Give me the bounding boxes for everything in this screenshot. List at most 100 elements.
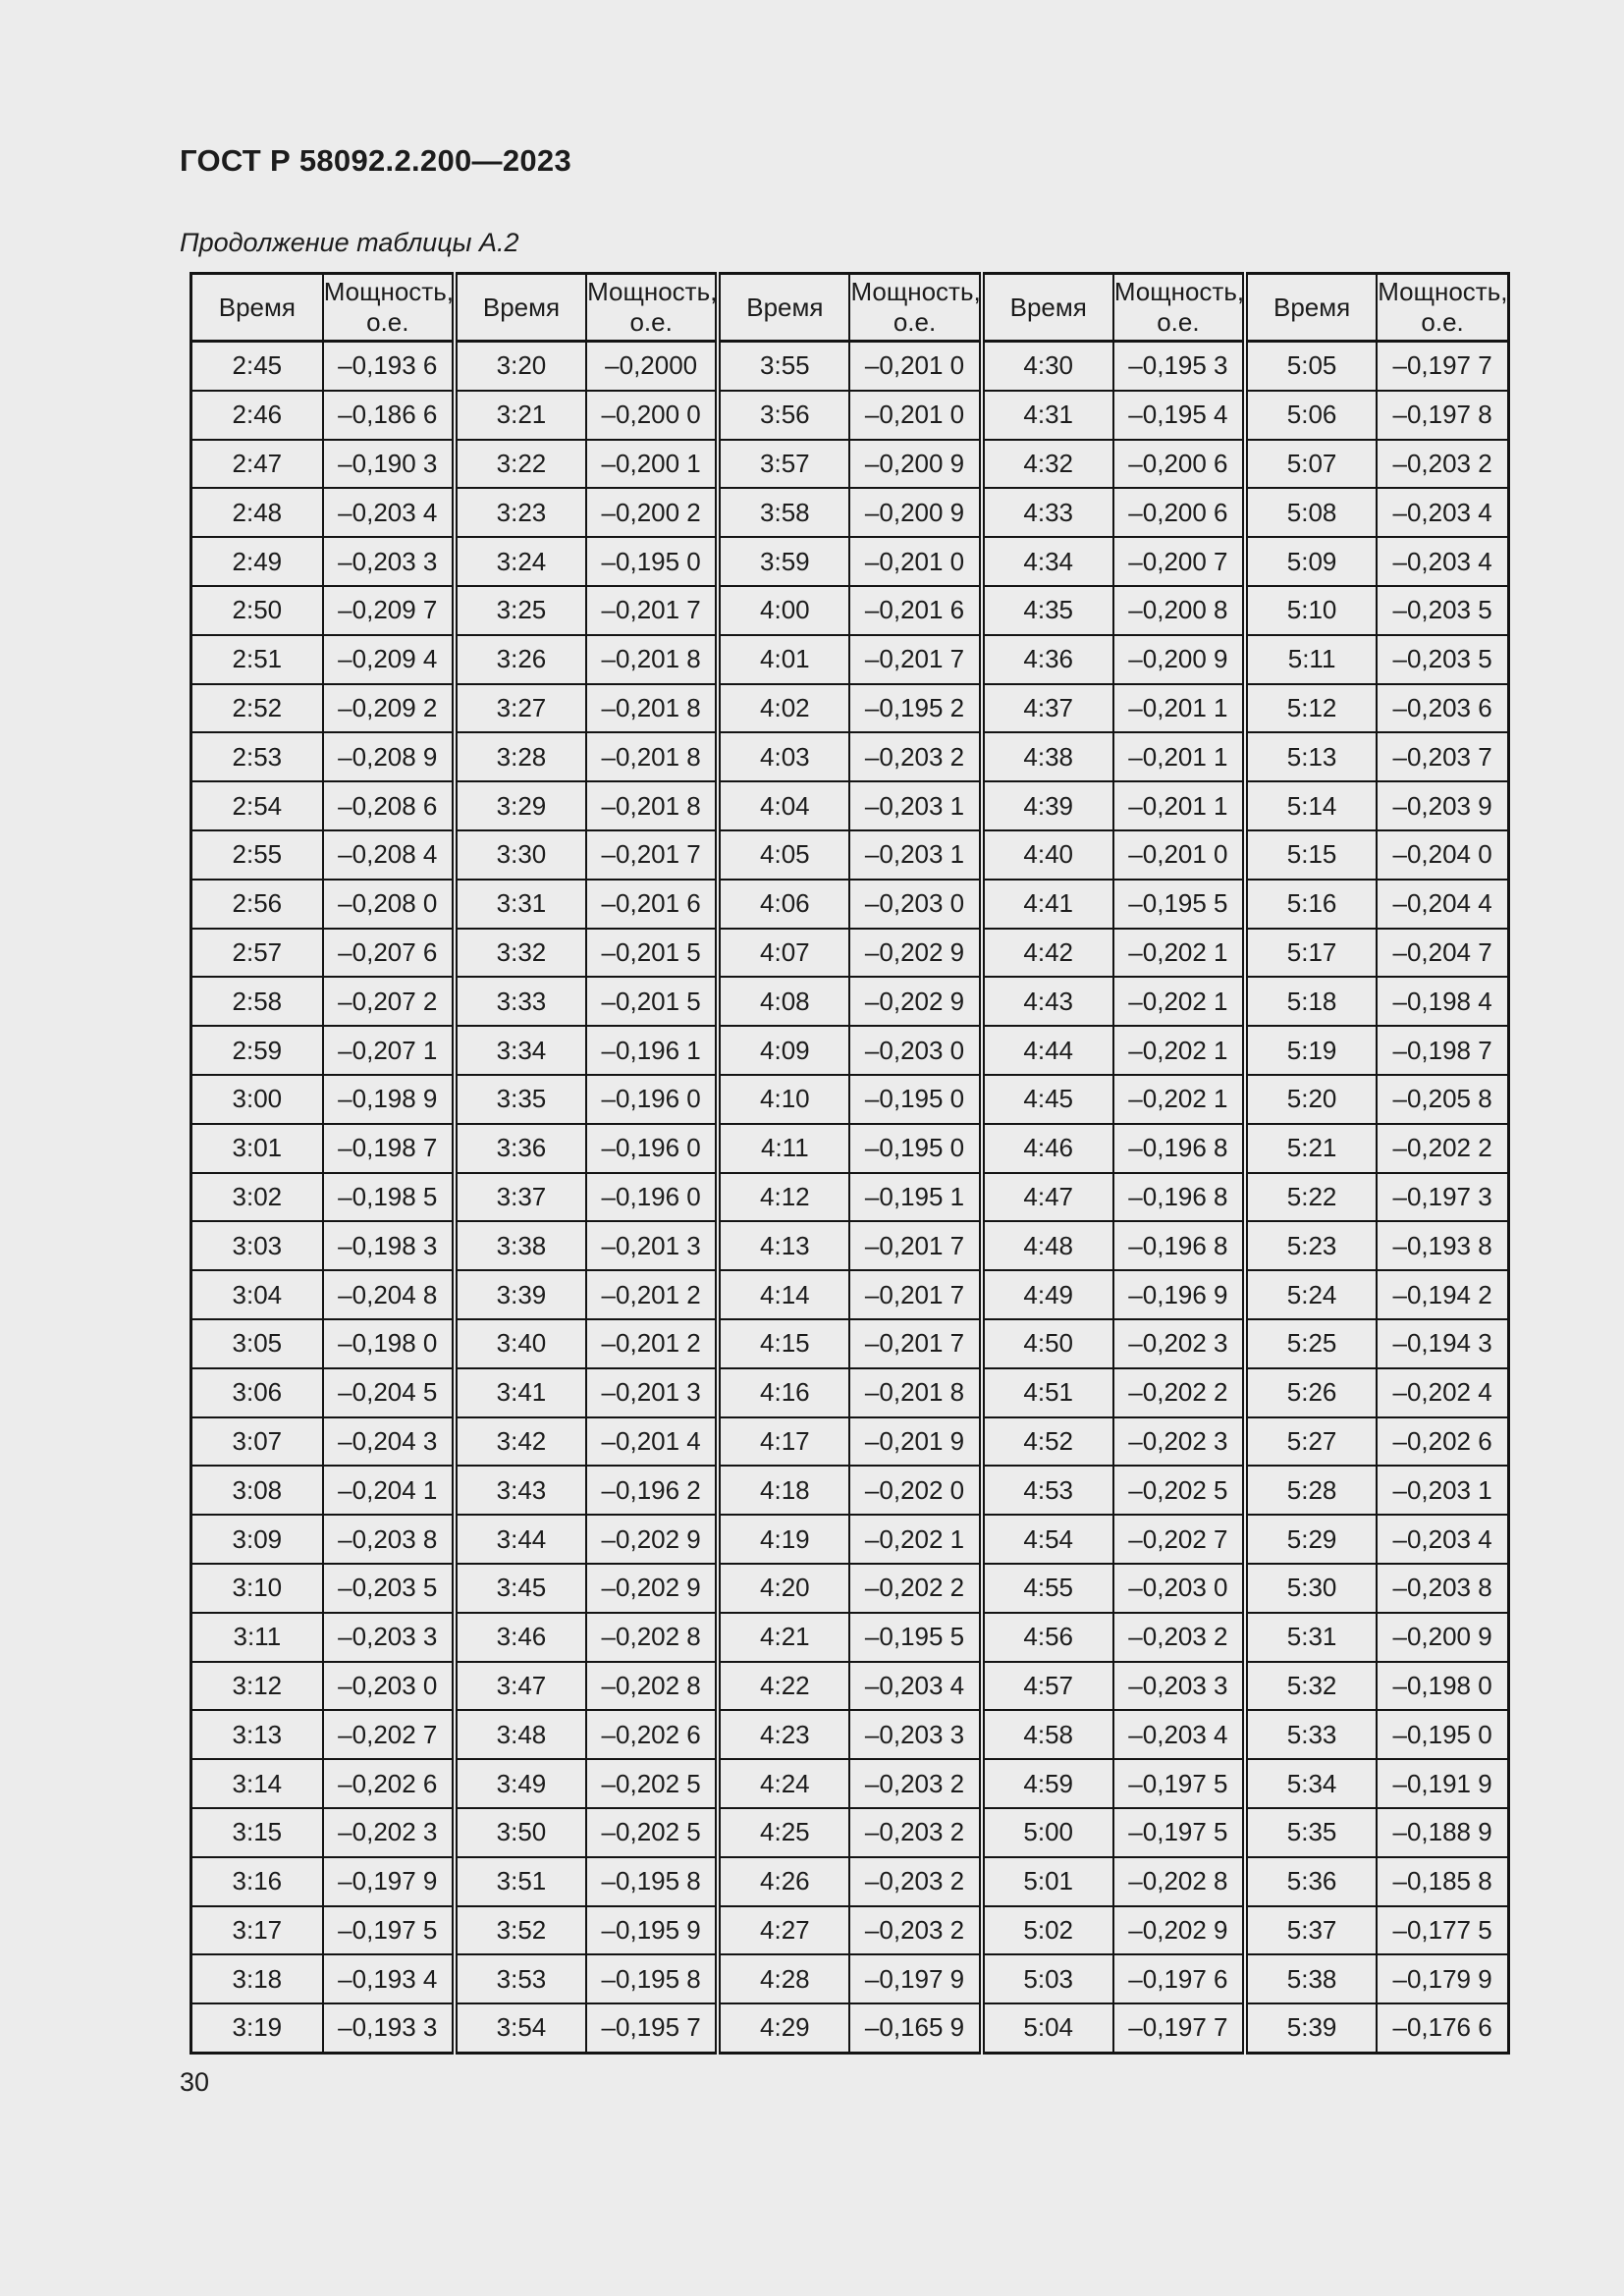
time-cell: 4:26 [715,1855,851,1907]
power-cell: –0,197 8 [1376,389,1510,441]
time-cell: 3:29 [451,780,588,831]
power-cell: –0,195 0 [848,1073,983,1125]
power-cell: –0,201 0 [1111,828,1247,881]
time-cell: 5:01 [978,1855,1114,1907]
column-header-power: Мощность, о.е. [1376,272,1510,343]
time-cell: 5:21 [1241,1122,1379,1174]
power-cell: –0,186 6 [321,389,456,441]
power-cell: –0,202 9 [585,1514,720,1565]
time-cell: 2:53 [189,731,324,783]
time-cell: 3:17 [189,1904,324,1956]
power-cell: –0,203 1 [848,780,983,831]
power-cell: –0,201 7 [848,633,983,685]
power-cell: –0,2000 [585,340,720,392]
power-cell: –0,203 4 [321,487,456,539]
time-cell: 3:35 [451,1073,588,1125]
time-cell: 3:54 [451,2002,588,2055]
power-cell: –0,198 5 [321,1171,456,1223]
table-row: 2:51 –0,209 4 3:26 –0,201 8 4:01 –0,201 7 4:36… [189,633,1510,685]
column-header-time: Время [1241,272,1379,343]
power-cell: –0,202 9 [848,976,983,1028]
table-row: 3:08 –0,204 1 3:43 –0,196 2 4:18 –0,202 0 4:53… [189,1465,1510,1517]
time-cell: 3:38 [451,1220,588,1272]
power-cell: –0,201 8 [585,731,720,783]
power-cell: –0,198 7 [321,1122,456,1174]
time-cell: 4:48 [978,1220,1114,1272]
power-cell: –0,203 2 [1111,1611,1247,1663]
power-cell: –0,202 6 [1376,1415,1510,1468]
time-cell: 4:53 [978,1465,1114,1517]
time-cell: 3:59 [715,536,851,587]
time-cell: 3:58 [715,487,851,539]
table-row: 2:50 –0,209 7 3:25 –0,201 7 4:00 –0,201 6 4:35… [189,584,1510,636]
power-cell: –0,195 0 [848,1122,983,1174]
power-cell: –0,203 3 [321,1611,456,1663]
power-cell: –0,200 2 [585,487,720,539]
power-cell: –0,203 4 [848,1660,983,1712]
power-cell: –0,204 4 [1376,878,1510,930]
time-cell: 3:18 [189,1953,324,2005]
time-cell: 3:26 [451,633,588,685]
power-cell: –0,201 8 [585,780,720,831]
time-cell: 3:41 [451,1366,588,1418]
time-cell: 3:52 [451,1904,588,1956]
power-cell: –0,195 5 [848,1611,983,1663]
power-cell: –0,208 6 [321,780,456,831]
time-cell: 3:04 [189,1269,324,1320]
time-cell: 5:25 [1241,1317,1379,1369]
power-cell: –0,201 0 [848,340,983,392]
power-cell: –0,195 7 [585,2002,720,2055]
time-cell: 5:35 [1241,1806,1379,1858]
power-cell: –0,203 0 [321,1660,456,1712]
time-cell: 3:46 [451,1611,588,1663]
table-row: 3:09 –0,203 8 3:44 –0,202 9 4:19 –0,202 1 4:54… [189,1514,1510,1565]
power-cell: –0,196 1 [585,1025,720,1076]
table-row: 3:07 –0,204 3 3:42 –0,201 4 4:17 –0,201 9 4:52… [189,1415,1510,1468]
time-cell: 3:55 [715,340,851,392]
power-cell: –0,195 0 [585,536,720,587]
time-cell: 4:05 [715,828,851,881]
table-row: 2:53 –0,208 9 3:28 –0,201 8 4:03 –0,203 2 4:38… [189,731,1510,783]
power-cell: –0,201 7 [848,1269,983,1320]
power-cell: –0,203 4 [1111,1709,1247,1761]
power-cell: –0,197 9 [321,1855,456,1907]
power-cell: –0,197 7 [1111,2002,1247,2055]
time-cell: 3:56 [715,389,851,441]
power-cell: –0,202 9 [1111,1904,1247,1956]
time-cell: 4:24 [715,1758,851,1809]
power-cell: –0,202 9 [585,1562,720,1614]
time-cell: 4:25 [715,1806,851,1858]
power-cell: –0,203 4 [1376,1514,1510,1565]
power-cell: –0,188 9 [1376,1806,1510,1858]
time-cell: 4:46 [978,1122,1114,1174]
power-cell: –0,202 7 [321,1709,456,1761]
power-cell: –0,201 0 [848,536,983,587]
table-row: 2:56 –0,208 0 3:31 –0,201 6 4:06 –0,203 0 4:41… [189,878,1510,930]
time-cell: 4:33 [978,487,1114,539]
time-cell: 4:42 [978,927,1114,979]
power-cell: –0,202 8 [585,1660,720,1712]
time-cell: 5:03 [978,1953,1114,2005]
power-cell: –0,196 0 [585,1122,720,1174]
time-cell: 3:30 [451,828,588,881]
power-cell: –0,208 9 [321,731,456,783]
power-cell: –0,193 8 [1376,1220,1510,1272]
power-cell: –0,201 2 [585,1317,720,1369]
power-cell: –0,201 9 [848,1415,983,1468]
power-cell: –0,202 1 [1111,1025,1247,1076]
time-cell: 3:16 [189,1855,324,1907]
time-cell: 4:44 [978,1025,1114,1076]
time-cell: 3:31 [451,878,588,930]
time-cell: 4:15 [715,1317,851,1369]
table-row: 3:06 –0,204 5 3:41 –0,201 3 4:16 –0,201 8 4:51… [189,1366,1510,1418]
power-cell: –0,202 1 [1111,927,1247,979]
time-cell: 5:29 [1241,1514,1379,1565]
time-cell: 3:51 [451,1855,588,1907]
time-cell: 5:13 [1241,731,1379,783]
time-cell: 4:04 [715,780,851,831]
table-row: 3:00 –0,198 9 3:35 –0,196 0 4:10 –0,195 0 4:45… [189,1073,1510,1125]
power-cell: –0,176 6 [1376,2002,1510,2055]
time-cell: 4:13 [715,1220,851,1272]
time-cell: 4:32 [978,438,1114,490]
time-cell: 2:58 [189,976,324,1028]
